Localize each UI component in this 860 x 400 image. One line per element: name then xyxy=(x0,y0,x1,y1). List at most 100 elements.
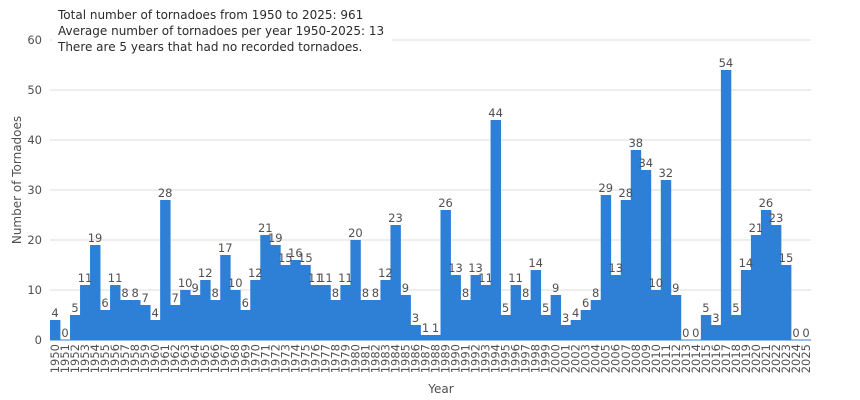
x-tick-label: 1997 xyxy=(519,344,533,373)
x-tick-label: 1995 xyxy=(499,344,513,373)
data-label: 8 xyxy=(131,286,138,300)
data-label: 14 xyxy=(528,256,543,270)
x-tick-label: 1973 xyxy=(278,344,292,373)
x-tick-label: 1983 xyxy=(378,344,392,373)
bar xyxy=(550,295,562,340)
x-tick-label: 1966 xyxy=(208,344,222,373)
bar xyxy=(100,310,111,340)
data-label: 0 xyxy=(682,326,689,340)
x-tick-label: 2023 xyxy=(779,344,793,373)
data-label: 8 xyxy=(592,286,599,300)
data-label: 11 xyxy=(78,271,93,285)
data-label: 29 xyxy=(598,181,613,195)
y-tick-label: 10 xyxy=(27,283,42,297)
data-label: 0 xyxy=(61,326,68,340)
info-box-background xyxy=(52,4,393,58)
bar xyxy=(170,305,181,340)
data-label: 10 xyxy=(178,276,193,290)
data-label: 8 xyxy=(332,286,339,300)
bar xyxy=(600,195,612,340)
bar xyxy=(110,285,121,340)
data-label: 23 xyxy=(388,211,403,225)
x-tick-label: 1963 xyxy=(178,344,192,373)
bar xyxy=(190,295,201,340)
x-tick-label: 1990 xyxy=(449,344,463,373)
data-label: 1 xyxy=(422,321,429,335)
x-tick-label: 1950 xyxy=(48,344,62,373)
bar xyxy=(610,275,622,340)
bar xyxy=(50,320,61,340)
bar xyxy=(500,315,512,340)
x-tick-label: 2005 xyxy=(599,344,613,373)
x-axis-title: Year xyxy=(427,382,453,396)
x-tick-label: 1974 xyxy=(288,344,302,373)
x-tick-label: 2017 xyxy=(719,344,733,373)
data-label: 11 xyxy=(478,271,493,285)
data-label: 5 xyxy=(71,301,78,315)
x-tick-label: 2004 xyxy=(589,344,603,373)
data-label: 9 xyxy=(672,281,679,295)
x-tick-label: 1962 xyxy=(168,344,182,373)
x-tick-label: 1960 xyxy=(148,344,162,373)
x-tick-label: 1952 xyxy=(68,344,82,373)
data-label: 3 xyxy=(712,311,719,325)
x-tick-label: 2019 xyxy=(739,344,753,373)
data-label: 4 xyxy=(151,306,158,320)
x-tick-label: 1978 xyxy=(328,344,342,373)
x-tick-label: 2002 xyxy=(569,344,583,373)
data-label: 11 xyxy=(308,271,323,285)
bar xyxy=(420,335,431,340)
bar xyxy=(630,150,642,340)
data-label: 9 xyxy=(552,281,559,295)
bar xyxy=(530,270,542,340)
bar xyxy=(400,295,411,340)
x-tick-label: 2003 xyxy=(579,344,593,373)
data-label: 14 xyxy=(739,256,754,270)
bar xyxy=(670,295,682,340)
x-tick-label: 2015 xyxy=(699,344,713,373)
x-tick-label: 1993 xyxy=(479,344,493,373)
data-label: 44 xyxy=(488,106,503,120)
x-tick-label: 1996 xyxy=(509,344,523,373)
data-label: 13 xyxy=(448,261,463,275)
x-tick-label: 1957 xyxy=(118,344,132,373)
bar xyxy=(590,300,602,340)
data-label: 32 xyxy=(658,166,673,180)
y-tick-label: 0 xyxy=(35,333,42,347)
bar xyxy=(780,265,792,340)
data-label: 21 xyxy=(749,221,764,235)
bar xyxy=(440,210,451,340)
data-label: 5 xyxy=(542,301,549,315)
bar xyxy=(510,285,522,340)
data-label: 11 xyxy=(508,271,523,285)
data-label: 4 xyxy=(572,306,579,320)
x-tick-label: 1955 xyxy=(98,344,112,373)
bar xyxy=(250,280,261,340)
x-tick-label: 2016 xyxy=(709,344,723,373)
data-label: 21 xyxy=(258,221,273,235)
data-label: 16 xyxy=(288,246,303,260)
data-label: 15 xyxy=(298,251,313,265)
data-label: 7 xyxy=(141,291,148,305)
data-label: 23 xyxy=(769,211,784,225)
data-label: 15 xyxy=(779,251,794,265)
data-label: 0 xyxy=(692,326,699,340)
data-label: 8 xyxy=(462,286,469,300)
x-tick-label: 1982 xyxy=(368,344,382,373)
bar xyxy=(580,310,592,340)
data-label: 0 xyxy=(802,326,809,340)
bar xyxy=(160,200,171,340)
bar xyxy=(290,260,301,340)
bar xyxy=(210,300,221,340)
data-label: 6 xyxy=(242,296,249,310)
data-label: 13 xyxy=(608,261,623,275)
bar xyxy=(390,225,401,340)
bar xyxy=(270,245,281,340)
bar xyxy=(450,275,461,340)
bar xyxy=(70,315,81,340)
x-tick-label: 1989 xyxy=(439,344,453,373)
data-label: 3 xyxy=(412,311,419,325)
x-tick-label: 2012 xyxy=(669,344,683,373)
bar xyxy=(620,200,632,340)
